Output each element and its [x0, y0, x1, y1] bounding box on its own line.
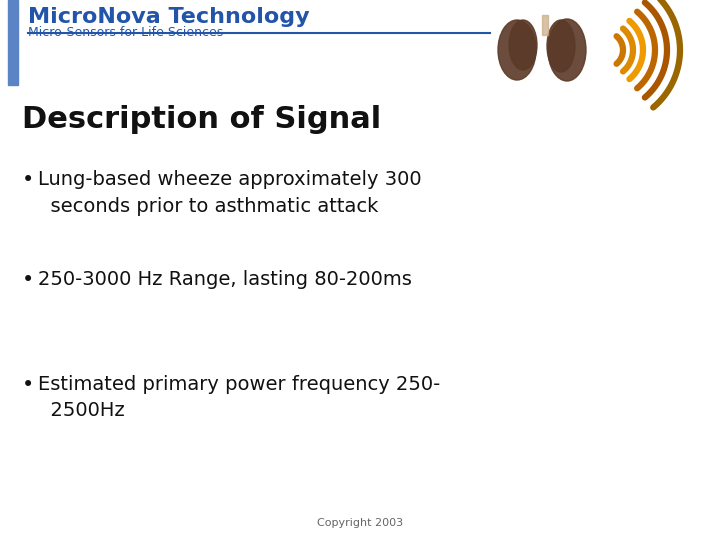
Text: •: • — [22, 270, 35, 290]
Text: Lung-based wheeze approximately 300
  seconds prior to asthmatic attack: Lung-based wheeze approximately 300 seco… — [38, 170, 422, 215]
Ellipse shape — [509, 20, 537, 70]
Ellipse shape — [547, 20, 575, 72]
Text: •: • — [22, 170, 35, 190]
Text: Micro-Sensors for Life Sciences: Micro-Sensors for Life Sciences — [28, 26, 223, 39]
Text: Copyright 2003: Copyright 2003 — [317, 518, 403, 528]
Text: MicroNova Technology: MicroNova Technology — [28, 7, 310, 27]
Ellipse shape — [548, 19, 586, 81]
Bar — [8, 0, 18, 85]
Text: •: • — [22, 375, 35, 395]
Ellipse shape — [498, 20, 536, 80]
Bar — [542, 15, 548, 35]
Text: Description of Signal: Description of Signal — [22, 105, 382, 134]
Text: Estimated primary power frequency 250-
  2500Hz: Estimated primary power frequency 250- 2… — [38, 375, 440, 421]
Text: 250-3000 Hz Range, lasting 80-200ms: 250-3000 Hz Range, lasting 80-200ms — [38, 270, 412, 289]
